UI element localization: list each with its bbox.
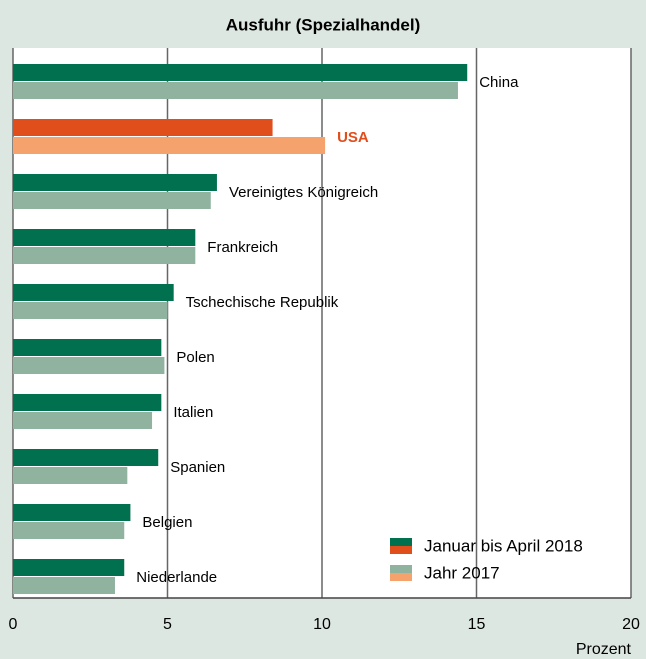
bar bbox=[13, 412, 153, 429]
bar bbox=[13, 229, 196, 246]
bar bbox=[13, 82, 458, 99]
x-tick-label: 15 bbox=[468, 616, 486, 633]
bar bbox=[13, 302, 168, 319]
bar bbox=[13, 174, 217, 191]
bar bbox=[13, 137, 326, 154]
bar bbox=[13, 449, 159, 466]
legend-swatch bbox=[390, 546, 412, 554]
category-label: Niederlande bbox=[136, 569, 217, 586]
category-label: Belgien bbox=[142, 514, 192, 531]
bar bbox=[13, 357, 165, 374]
bar bbox=[13, 284, 174, 301]
x-tick-label: 0 bbox=[9, 616, 18, 633]
bar bbox=[13, 559, 125, 576]
bar bbox=[13, 119, 273, 136]
category-label: Vereinigtes Königreich bbox=[229, 184, 378, 201]
legend-swatch bbox=[390, 538, 412, 546]
bar bbox=[13, 247, 196, 264]
category-label: Polen bbox=[176, 349, 214, 366]
bar bbox=[13, 522, 125, 539]
category-label: Frankreich bbox=[207, 239, 278, 256]
bar bbox=[13, 192, 211, 209]
category-label: Italien bbox=[173, 404, 213, 421]
category-label: China bbox=[479, 74, 519, 91]
chart-title: Ausfuhr (Spezialhandel) bbox=[226, 15, 421, 34]
category-label: Spanien bbox=[170, 459, 225, 476]
legend-swatch bbox=[390, 573, 412, 581]
bar bbox=[13, 394, 162, 411]
category-label: Tschechische Republik bbox=[186, 294, 339, 311]
x-tick-label: 10 bbox=[313, 616, 331, 633]
legend-swatch bbox=[390, 565, 412, 573]
legend-label: Januar bis April 2018 bbox=[424, 536, 583, 555]
bar bbox=[13, 339, 162, 356]
category-label: USA bbox=[337, 129, 369, 146]
legend-label: Jahr 2017 bbox=[424, 563, 500, 582]
bar bbox=[13, 467, 128, 484]
bar bbox=[13, 577, 115, 594]
bar bbox=[13, 504, 131, 521]
x-tick-label: 20 bbox=[622, 616, 640, 633]
x-axis-label: Prozent bbox=[576, 641, 632, 658]
x-tick-label: 5 bbox=[163, 616, 172, 633]
bar bbox=[13, 64, 468, 81]
